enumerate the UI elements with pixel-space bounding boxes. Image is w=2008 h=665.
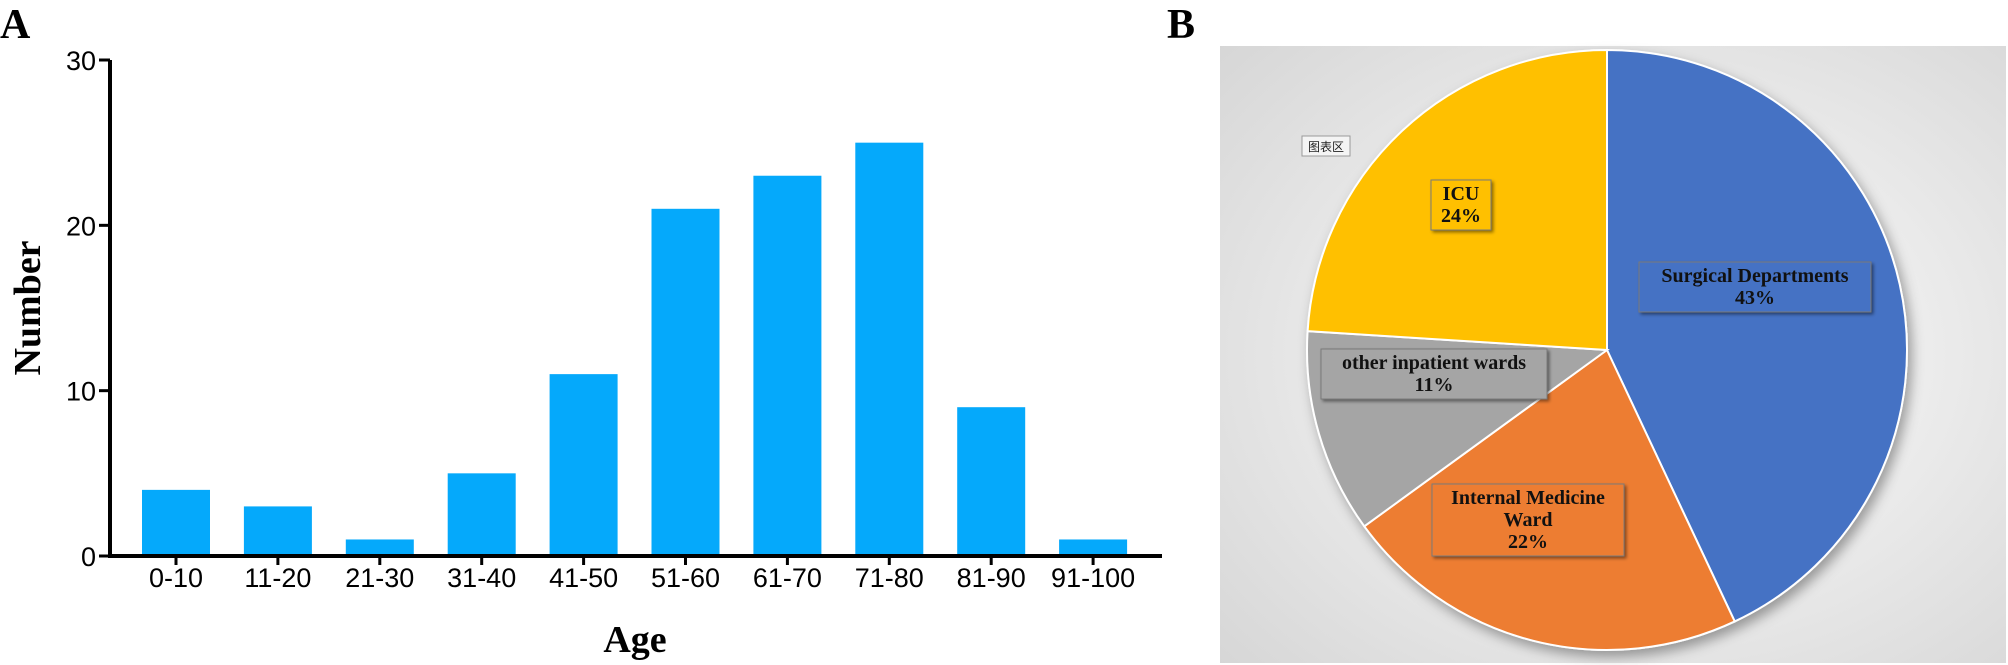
- bar-71-80: [855, 142, 924, 556]
- pie-label-name-icu: ICU: [1443, 183, 1480, 205]
- x-tick-label-51-60: 51-60: [651, 563, 720, 593]
- pie-label-name-internal-medicine-ward-line1: Internal Medicine: [1451, 487, 1605, 509]
- pie-label-pct-surgical-departments: 43%: [1735, 287, 1775, 309]
- y-axis-title: Number: [7, 240, 49, 375]
- pie-label-name-internal-medicine-ward-line2: Ward: [1504, 509, 1553, 531]
- y-tick-label-30: 30: [66, 46, 96, 76]
- x-tick-label-71-80: 71-80: [855, 563, 924, 593]
- x-tick-label-81-90: 81-90: [957, 563, 1026, 593]
- bar-21-30: [345, 539, 414, 556]
- pie-label-box-surgical-departments: [1638, 261, 1872, 313]
- pie-label-box-other-inpatient-wards: [1320, 348, 1548, 400]
- pie-label-pct-internal-medicine-ward: 22%: [1508, 531, 1548, 553]
- x-tick-label-11-20: 11-20: [244, 563, 311, 593]
- panel-b-letter: B: [1167, 2, 1195, 48]
- bar-0-10: [142, 489, 210, 556]
- x-tick-label-0-10: 0-10: [149, 563, 203, 593]
- pie-label-pct-other-inpatient-wards: 11%: [1415, 374, 1454, 396]
- pie-label-pct-icu: 24%: [1441, 205, 1481, 227]
- y-ticks: 0 10 20 30: [66, 46, 110, 572]
- chart-area-chip[interactable]: 图表区: [1301, 135, 1351, 157]
- y-tick-label-0: 0: [81, 542, 96, 572]
- bar-marks: [142, 142, 1128, 557]
- x-tick-label-21-30: 21-30: [345, 563, 414, 593]
- bar-31-40: [447, 473, 516, 556]
- pie-slice-surgical-departments: [1606, 48, 1908, 623]
- bar-chart: 0 10 20 30 0-10 11-20 21-30 31-40 41-50 51-60 61-…: [7, 46, 1162, 661]
- x-tick-label-41-50: 41-50: [549, 563, 618, 593]
- bar-11-20: [243, 506, 312, 556]
- bar-81-90: [957, 407, 1026, 556]
- x-tick-label-61-70: 61-70: [753, 563, 822, 593]
- pie-label-name-other-inpatient-wards: other inpatient wards: [1342, 352, 1526, 374]
- chart-area-chip-box: [1301, 135, 1351, 157]
- bar-41-50: [549, 374, 618, 556]
- y-tick-label-20: 20: [66, 211, 96, 241]
- x-axis-title: Age: [603, 619, 666, 661]
- x-tick-label-91-100: 91-100: [1051, 563, 1135, 593]
- x-tick-label-31-40: 31-40: [447, 563, 516, 593]
- bar-91-100: [1059, 539, 1128, 556]
- pie-label-name-surgical-departments: Surgical Departments: [1661, 265, 1848, 287]
- pie-label-box-icu: [1430, 179, 1492, 231]
- chart-area-label: 图表区: [1308, 140, 1344, 154]
- pie-label-box-internal-medicine-ward: [1431, 483, 1625, 557]
- bar-61-70: [753, 175, 822, 556]
- x-ticks: 0-10 11-20 21-30 31-40 41-50 51-60 61-70 71-80 8…: [149, 556, 1135, 593]
- bar-51-60: [651, 208, 720, 557]
- panel-a-letter: A: [0, 2, 31, 48]
- y-tick-label-10: 10: [66, 377, 96, 407]
